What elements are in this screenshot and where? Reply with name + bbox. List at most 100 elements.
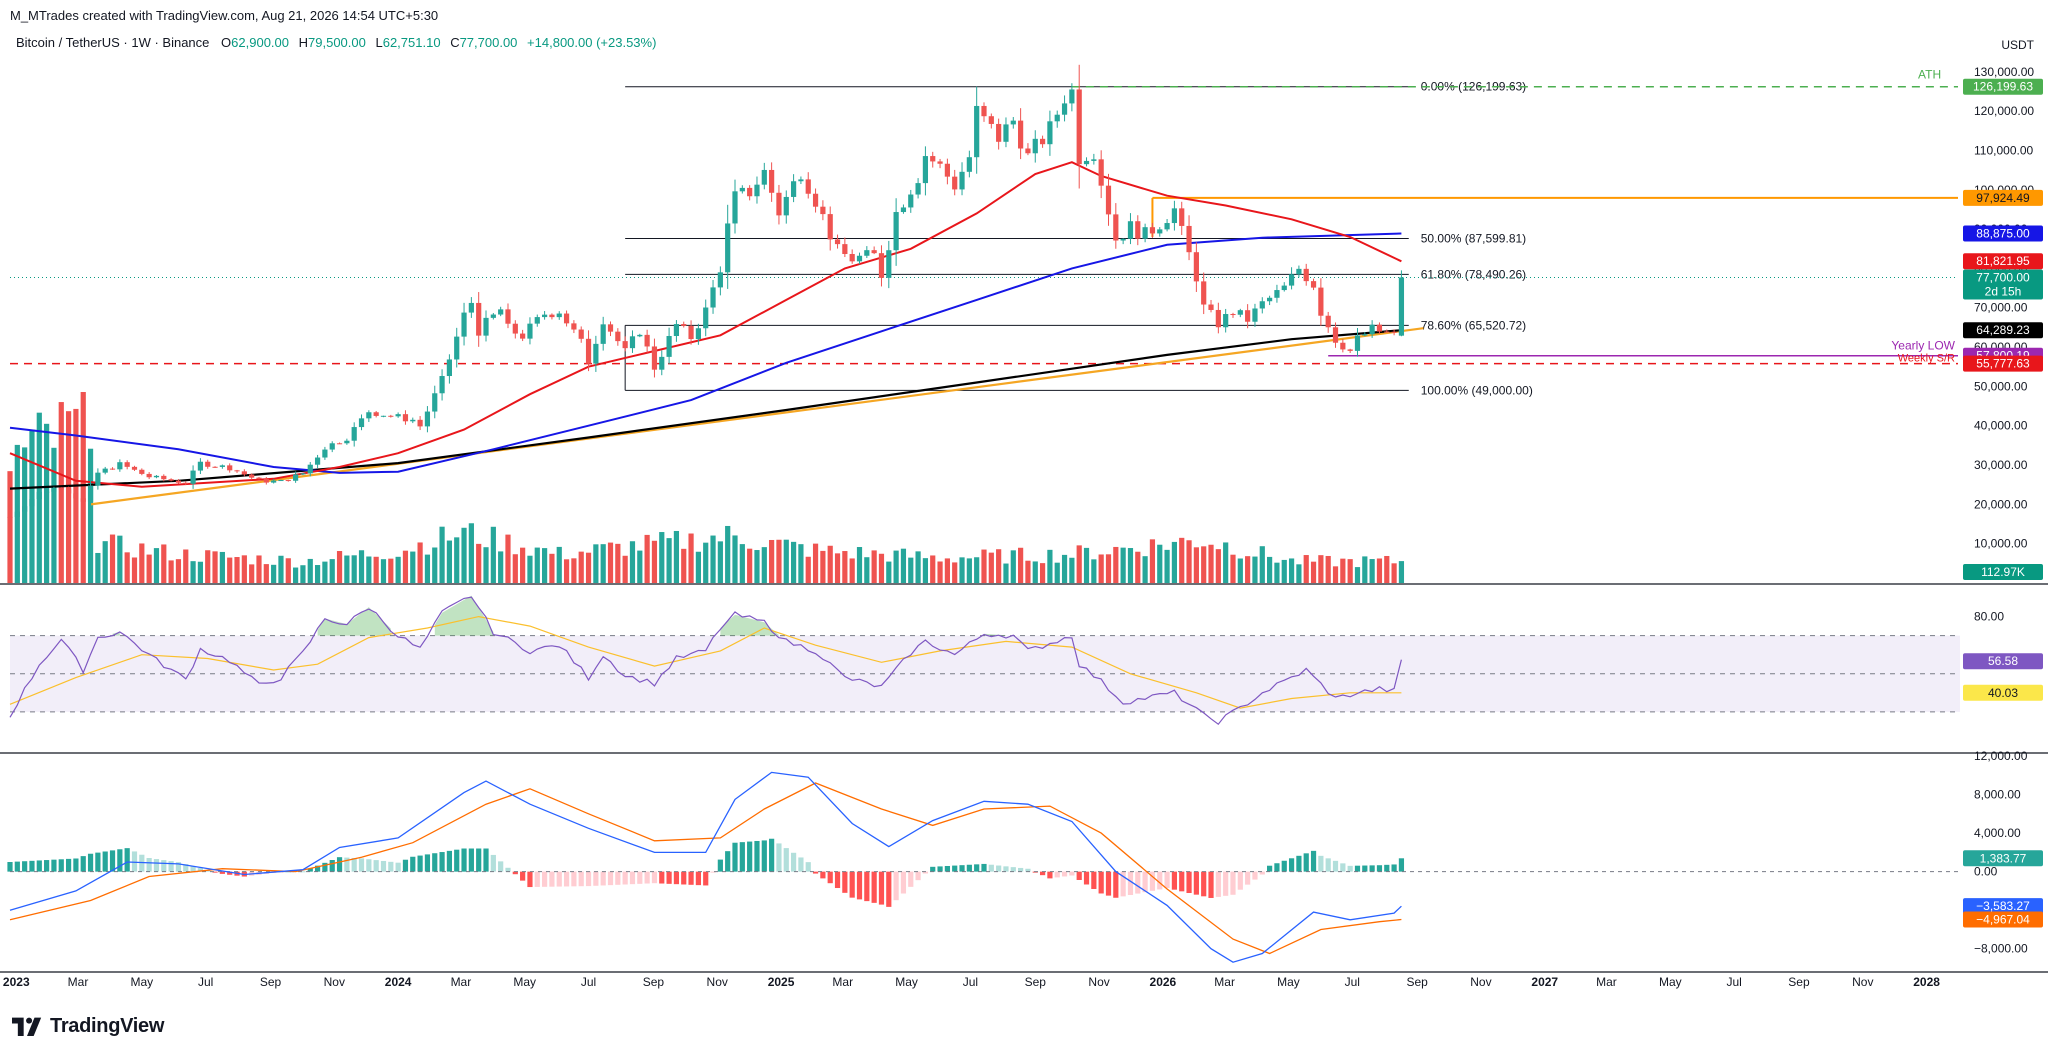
- price-tag[interactable]: 126,199.63: [1963, 78, 2043, 95]
- time-axis-label: Mar: [451, 975, 472, 989]
- currency-label[interactable]: USDT: [2001, 38, 2034, 52]
- macd-tag-text: −4,967.04: [1976, 913, 2030, 927]
- macd-tag-bg: [1963, 911, 2043, 928]
- price-tag[interactable]: 97,924.49: [1963, 189, 2043, 206]
- volume-bar: [336, 551, 343, 583]
- candle-body: [893, 212, 899, 251]
- candle-body: [131, 466, 138, 470]
- candle-body: [952, 176, 958, 190]
- volume-bar: [681, 548, 687, 583]
- candle-body: [322, 449, 328, 458]
- macd-histogram-bar: [578, 871, 584, 887]
- price-tag[interactable]: 64,289.23: [1963, 322, 2043, 339]
- candle-body: [1142, 227, 1148, 239]
- price-tag[interactable]: 88,875.00: [1963, 225, 2043, 242]
- price-tag[interactable]: 81,821.95: [1963, 253, 2043, 270]
- candle-body: [1384, 331, 1390, 333]
- macd-histogram-bar: [219, 871, 225, 874]
- macd-tag[interactable]: −4,967.04: [1963, 911, 2043, 928]
- candle-body: [263, 478, 269, 483]
- candle-body: [146, 473, 152, 478]
- macd-tag[interactable]: −3,583.27: [1963, 898, 2043, 915]
- candle-body: [58, 488, 64, 490]
- ohlc-high-key: H: [298, 35, 309, 50]
- candle-body: [1135, 221, 1141, 239]
- macd-histogram-bar: [761, 840, 767, 872]
- macd-histogram-bar: [1237, 871, 1243, 890]
- macd-histogram-bar: [930, 866, 936, 872]
- macd-tag[interactable]: 1,383.77: [1963, 850, 2043, 867]
- macd-histogram-bar: [14, 861, 20, 872]
- candle-body: [527, 323, 533, 339]
- macd-histogram-bar: [1069, 871, 1075, 876]
- macd-histogram-bar: [58, 859, 64, 872]
- macd-histogram-bar: [461, 848, 467, 872]
- candle-body: [563, 313, 570, 324]
- volume-bar: [1347, 559, 1353, 583]
- volume-bar: [454, 537, 460, 583]
- rsi-tag[interactable]: 40.03: [1963, 684, 2043, 701]
- fib-level-label: 100.00% (49,000.00): [1421, 383, 1533, 397]
- price-tag[interactable]: 55,777.63: [1963, 355, 2043, 372]
- candle-body: [153, 475, 160, 478]
- volume-bar: [1237, 558, 1243, 583]
- candle-body: [1208, 304, 1214, 310]
- candle-body: [29, 498, 35, 507]
- candle-body: [124, 462, 130, 467]
- rsi-tag-text: 40.03: [1988, 686, 2018, 700]
- volume-bar: [1120, 547, 1126, 583]
- candle-body: [922, 156, 929, 184]
- volume-bar: [1010, 550, 1016, 583]
- volume-bar: [637, 550, 643, 583]
- candle-body: [490, 314, 496, 318]
- rsi-axis-tick: 80.00: [1974, 610, 2004, 624]
- candle-body: [95, 472, 101, 486]
- candle-body: [915, 183, 921, 195]
- macd-histogram-bar: [1267, 865, 1273, 872]
- macd-histogram-bar: [1354, 865, 1361, 872]
- volume-bar: [534, 547, 540, 583]
- time-axis-label: May: [513, 975, 536, 989]
- time-axis-label: 2027: [1531, 975, 1558, 989]
- candle-body: [1245, 310, 1251, 322]
- macd-histogram-bar: [915, 871, 921, 881]
- macd-histogram-bar: [966, 864, 972, 872]
- symbol-info-row[interactable]: Bitcoin / TetherUS · 1W · Binance O62,90…: [16, 35, 662, 50]
- tradingview-brand[interactable]: TradingView: [12, 1014, 164, 1038]
- volume-bar: [395, 556, 401, 583]
- macd-histogram-bar: [1098, 871, 1104, 894]
- candle-body: [1083, 160, 1090, 165]
- volume-tag[interactable]: 112.97K: [1963, 564, 2043, 580]
- macd-histogram-bar: [607, 871, 614, 886]
- symbol-title[interactable]: Bitcoin / TetherUS · 1W · Binance: [16, 35, 210, 50]
- candle-body: [51, 488, 57, 492]
- time-axis-label: 2026: [1150, 975, 1177, 989]
- volume-bar: [1113, 546, 1119, 583]
- candle-body: [725, 223, 731, 273]
- candle-body: [834, 239, 841, 245]
- macd-histogram-bar: [944, 865, 950, 872]
- macd-axis-tick: 8,000.00: [1974, 788, 2021, 802]
- volume-bar: [812, 543, 819, 583]
- volume-bar: [571, 558, 577, 583]
- candle-body: [739, 187, 745, 192]
- macd-histogram: [7, 838, 1405, 907]
- volume-bar: [190, 561, 196, 583]
- volume-bar: [1369, 559, 1375, 583]
- macd-histogram-bar: [366, 859, 372, 872]
- rsi-tag[interactable]: 56.58: [1963, 653, 2043, 670]
- candle-body: [1288, 274, 1295, 286]
- volume-bar: [893, 550, 899, 583]
- macd-histogram-bar: [1245, 871, 1251, 885]
- macd-histogram-bar: [109, 850, 116, 872]
- volume-bar: [490, 526, 496, 583]
- candle-body: [1025, 148, 1031, 154]
- macd-histogram-bar: [1186, 871, 1192, 893]
- volume-bar: [834, 553, 841, 583]
- volume-bar: [966, 558, 972, 583]
- candle-body: [1274, 290, 1280, 298]
- candle-body: [1091, 159, 1097, 161]
- macd-histogram-bar: [681, 871, 687, 885]
